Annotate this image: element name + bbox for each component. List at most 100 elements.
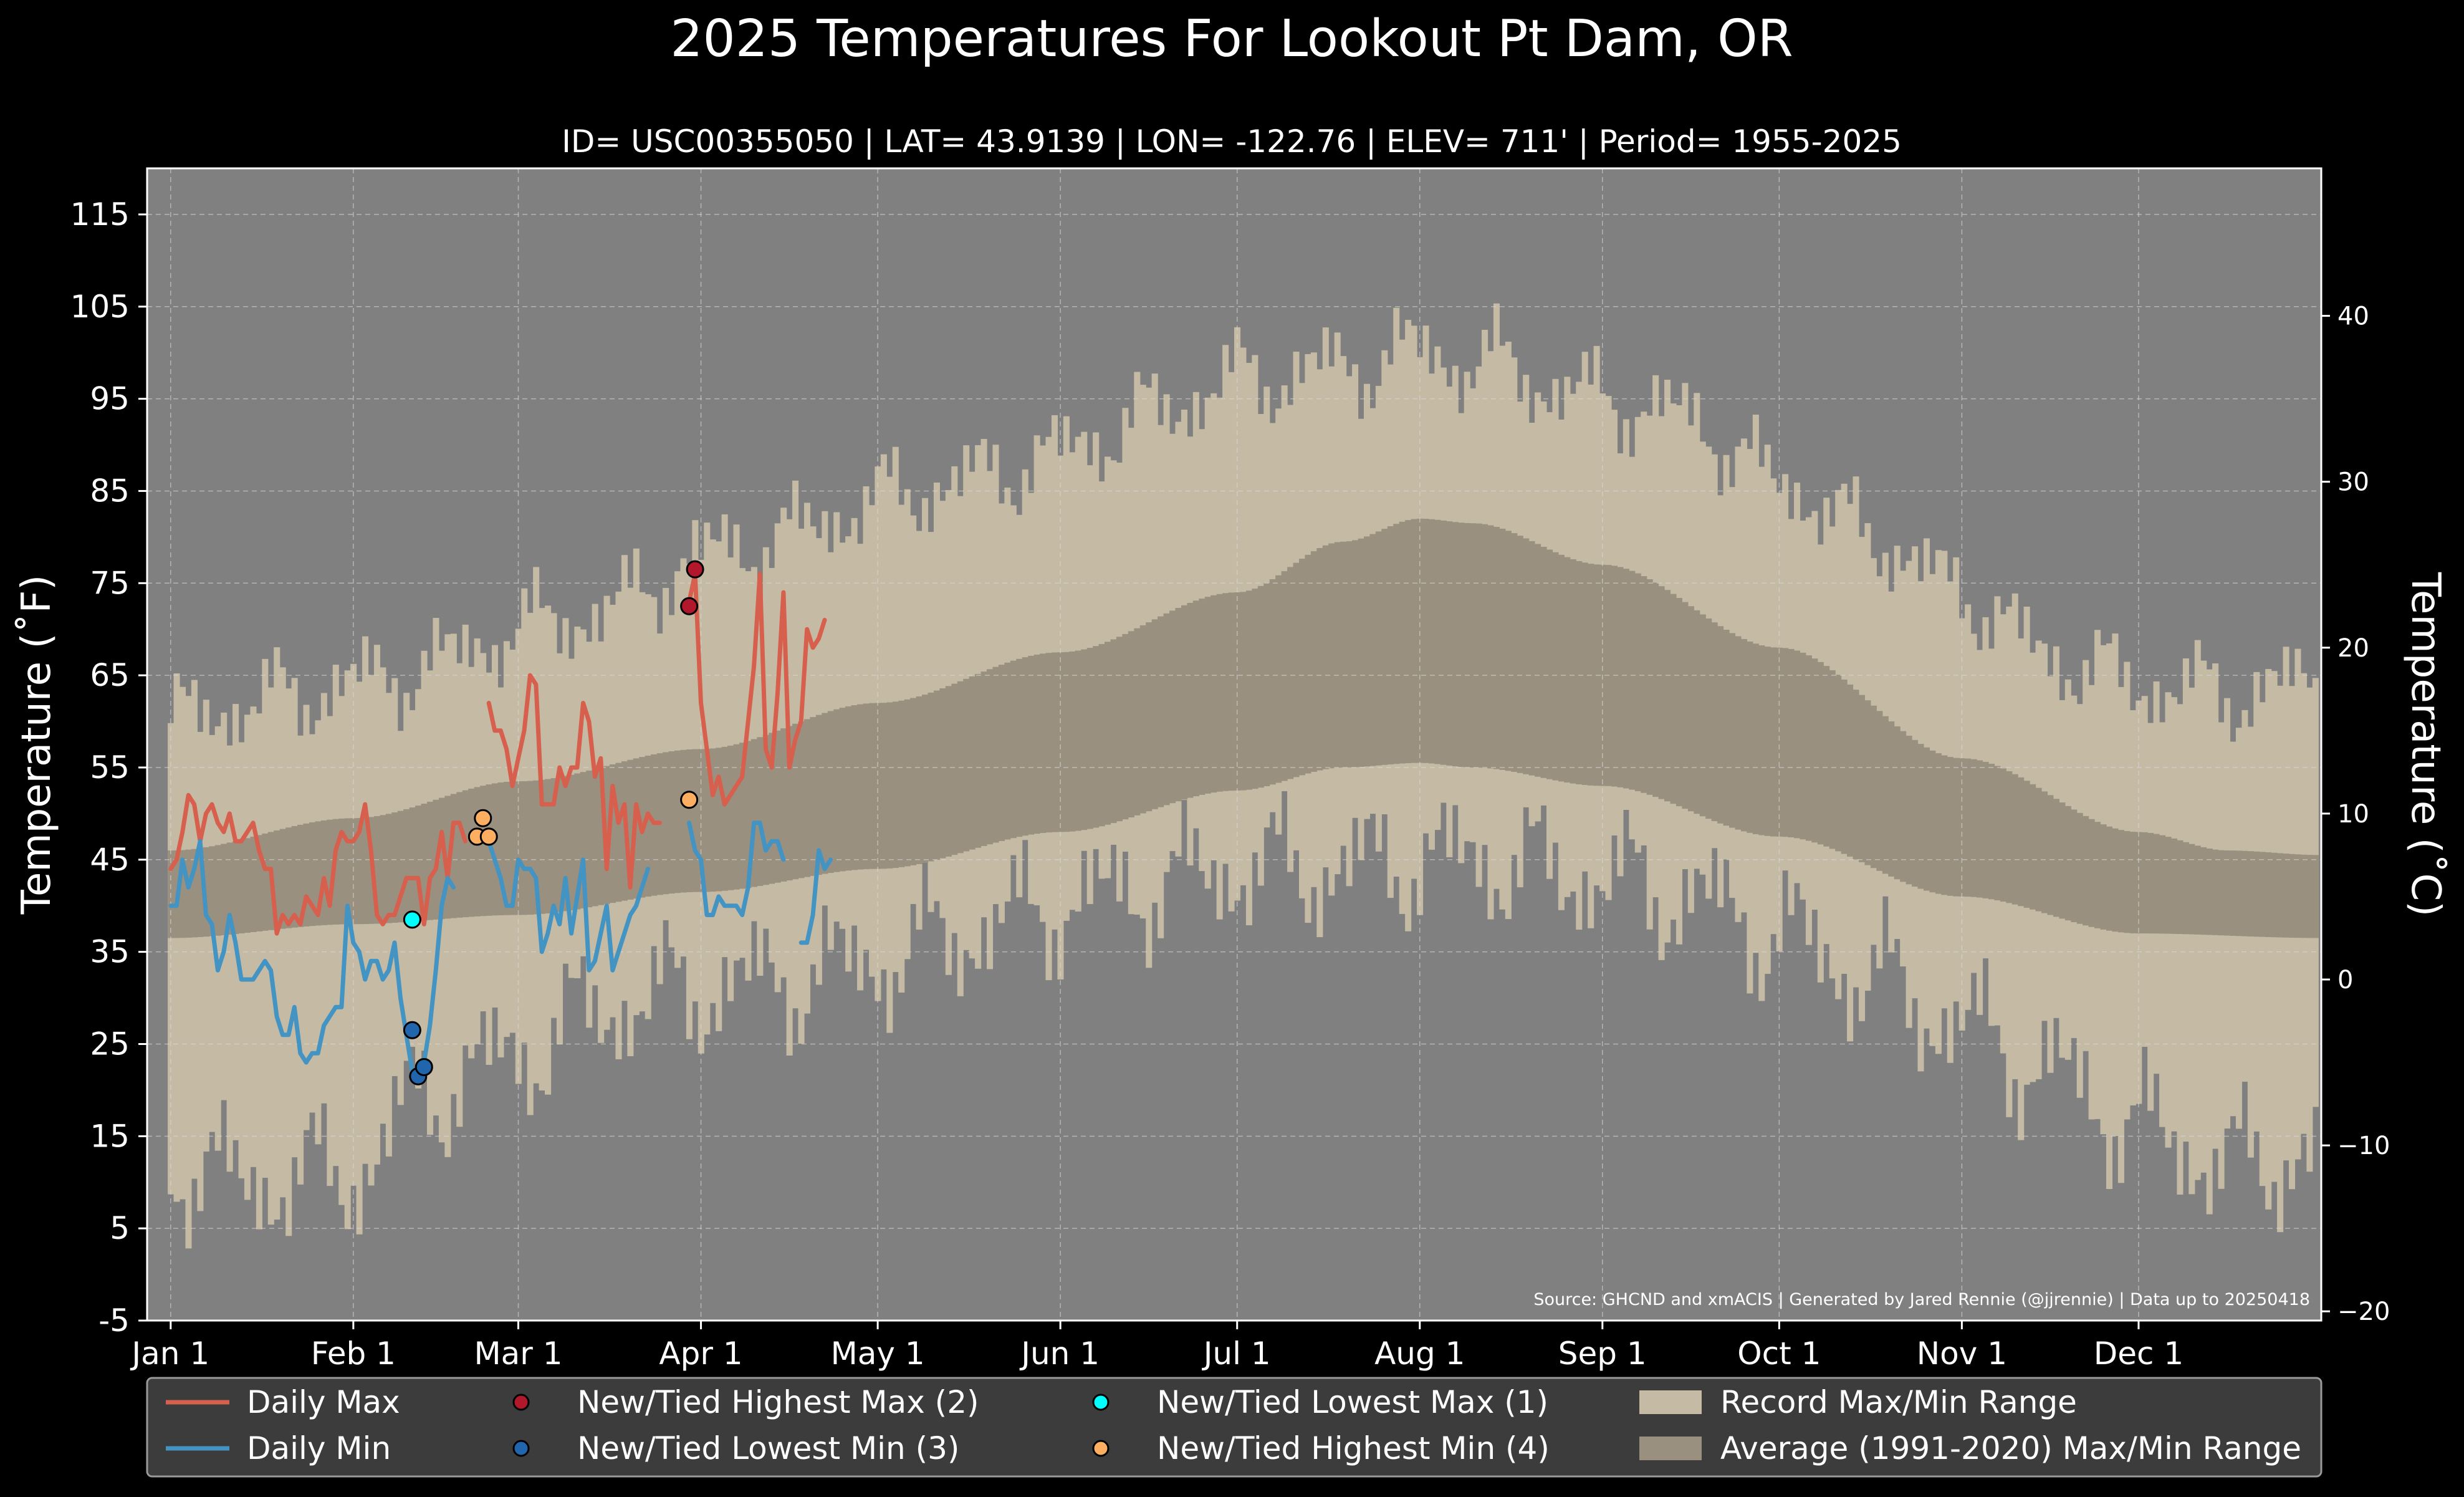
x-tick-label: Mar 1 bbox=[474, 1336, 562, 1372]
average-range-bar bbox=[1334, 542, 1341, 768]
average-range-bar bbox=[568, 774, 575, 910]
record-range-bar bbox=[1181, 409, 1187, 801]
average-range-bar bbox=[1694, 610, 1700, 814]
average-range-bar bbox=[1305, 554, 1311, 774]
average-range-bar bbox=[680, 749, 687, 893]
average-range-bar bbox=[550, 778, 557, 913]
average-range-bar bbox=[810, 716, 817, 876]
record-range-bar bbox=[327, 716, 333, 1187]
y2-tick-label: 20 bbox=[2337, 634, 2369, 663]
average-range-bar bbox=[1487, 525, 1494, 769]
average-range-bar bbox=[1900, 731, 1907, 882]
average-range-bar bbox=[2147, 832, 2154, 934]
average-range-bar bbox=[1947, 757, 1953, 896]
y-tick-label: 115 bbox=[70, 196, 130, 233]
average-range-bar bbox=[1546, 549, 1553, 779]
average-range-bar bbox=[1387, 526, 1394, 765]
average-range-bar bbox=[1475, 523, 1482, 768]
average-range-bar bbox=[1158, 616, 1164, 807]
average-range-bar bbox=[1358, 538, 1364, 767]
average-range-bar bbox=[1782, 648, 1789, 837]
average-range-bar bbox=[1699, 614, 1706, 817]
average-range-bar bbox=[562, 776, 569, 912]
average-range-bar bbox=[1057, 652, 1064, 832]
average-range-bar bbox=[2030, 784, 2036, 910]
average-range-bar bbox=[191, 849, 198, 938]
average-range-bar bbox=[179, 850, 186, 938]
record-range-bar bbox=[2218, 722, 2225, 1189]
legend-label: New/Tied Lowest Min (3) bbox=[577, 1430, 959, 1466]
y-axis-right: −20 −10 0 10 20 30 40 bbox=[2321, 302, 2390, 1326]
average-range-bar bbox=[1028, 655, 1035, 835]
average-range-bar bbox=[1841, 679, 1848, 854]
average-range-bar bbox=[651, 754, 658, 896]
daily-min-line bbox=[687, 821, 786, 917]
average-range-bar bbox=[503, 781, 510, 915]
average-range-bar bbox=[214, 845, 221, 936]
average-range-bar bbox=[1422, 519, 1429, 763]
average-range-bar bbox=[1823, 666, 1830, 847]
record-point-marker bbox=[403, 910, 421, 929]
average-range-bar bbox=[1346, 541, 1353, 768]
average-range-bar bbox=[1222, 593, 1229, 791]
average-range-bar bbox=[1788, 648, 1795, 837]
average-range-bar bbox=[2230, 850, 2236, 936]
legend-item: New/Tied Lowest Min (3) bbox=[512, 1430, 959, 1466]
average-range-bar bbox=[1199, 599, 1206, 795]
average-range-bar bbox=[474, 787, 481, 917]
average-range-bar bbox=[1552, 552, 1559, 781]
average-range-bar bbox=[185, 849, 192, 938]
average-range-bar bbox=[928, 692, 934, 862]
record-range-bar bbox=[1093, 432, 1100, 849]
average-range-bar bbox=[822, 713, 828, 874]
average-range-bar bbox=[1740, 638, 1747, 832]
average-range-bar bbox=[197, 848, 204, 937]
record-point-marker bbox=[686, 560, 704, 579]
record-range-bar bbox=[2277, 685, 2284, 1233]
average-range-bar bbox=[1970, 759, 1977, 897]
average-range-bar bbox=[1646, 579, 1653, 795]
average-range-bar bbox=[1257, 585, 1264, 788]
average-range-bar bbox=[356, 818, 363, 925]
y-tick-label: 75 bbox=[90, 565, 130, 601]
average-range-bar bbox=[910, 698, 917, 865]
average-range-bar bbox=[2083, 816, 2089, 926]
average-range-bar bbox=[939, 688, 946, 859]
average-range-bar bbox=[880, 703, 887, 869]
average-range-bar bbox=[845, 706, 852, 871]
record-range-bar bbox=[368, 675, 375, 1186]
average-range-bar bbox=[1882, 716, 1889, 874]
record-range-bar bbox=[2259, 702, 2266, 1187]
daily-min-line bbox=[486, 839, 650, 973]
average-range-bar bbox=[1817, 662, 1824, 845]
record-range-bar bbox=[238, 742, 245, 1178]
average-range-bar bbox=[1122, 633, 1129, 820]
average-range-bar bbox=[515, 781, 522, 915]
x-tick-label: Jan 1 bbox=[130, 1336, 209, 1372]
average-range-bar bbox=[2235, 850, 2242, 936]
y2-tick-label: 40 bbox=[2337, 302, 2369, 331]
average-range-bar bbox=[1328, 543, 1335, 769]
y2-tick-label: 10 bbox=[2337, 800, 2369, 829]
x-tick-label: May 1 bbox=[831, 1336, 925, 1372]
average-range-bar bbox=[1540, 546, 1547, 778]
average-range-bar bbox=[221, 844, 228, 935]
record-range-bar bbox=[2247, 726, 2254, 1158]
average-range-bar bbox=[279, 829, 286, 929]
average-range-bar bbox=[462, 790, 469, 918]
average-range-bar bbox=[1917, 744, 1924, 889]
average-range-bar bbox=[2283, 854, 2289, 938]
grid-lines bbox=[147, 168, 2321, 1321]
record-range-bar bbox=[721, 514, 728, 958]
average-range-bar bbox=[1086, 648, 1093, 829]
average-range-bar bbox=[1051, 652, 1058, 832]
average-range-bar bbox=[969, 676, 976, 850]
average-range-bar bbox=[1675, 598, 1682, 807]
average-range-bar bbox=[1641, 576, 1647, 793]
legend-label: Record Max/Min Range bbox=[1720, 1384, 2077, 1420]
average-range-bar bbox=[769, 733, 775, 884]
average-range-bar bbox=[2000, 768, 2006, 902]
x-tick-label: Dec 1 bbox=[2094, 1336, 2184, 1372]
average-range-bar bbox=[933, 690, 940, 860]
